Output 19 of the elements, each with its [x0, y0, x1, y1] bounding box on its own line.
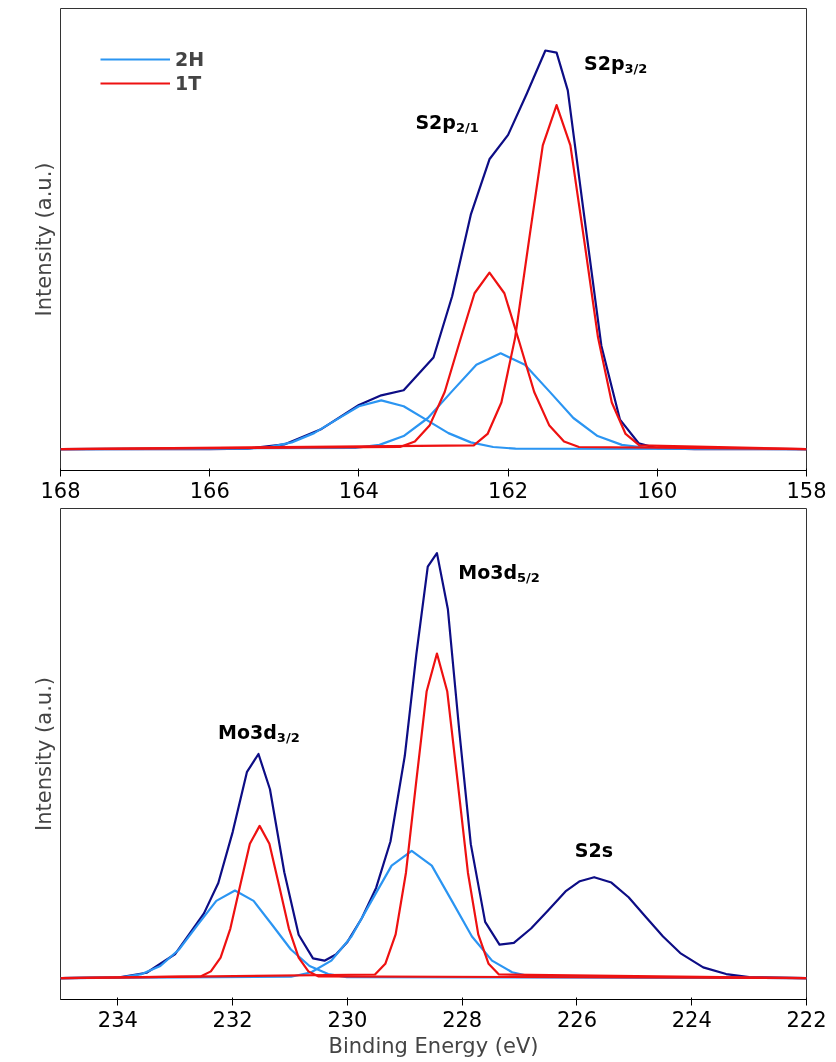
legend-label: 2H	[175, 48, 205, 70]
x-tick-label: 166	[189, 478, 230, 503]
x-tick-label: 230	[327, 1007, 368, 1032]
x-axis-title: Binding Energy (eV)	[328, 1033, 539, 1058]
y-axis-title: Intensity (a.u.)	[31, 162, 56, 317]
x-tick-label: 164	[338, 478, 379, 503]
x-tick-label: 232	[212, 1007, 253, 1032]
x-tick-label: 224	[671, 1007, 712, 1032]
x-tick-label: 158	[786, 478, 827, 503]
x-tick-label: 162	[488, 478, 529, 503]
y-axis-title: Intensity (a.u.)	[31, 677, 56, 831]
x-tick-label: 234	[97, 1007, 138, 1032]
legend-label: 1T	[175, 72, 202, 94]
x-tick-label: 160	[637, 478, 678, 503]
x-tick-label: 168	[40, 478, 81, 503]
annotation: S2s	[574, 838, 613, 861]
x-tick-label: 222	[786, 1007, 827, 1032]
x-tick-label: 226	[556, 1007, 598, 1032]
x-tick-label: 228	[442, 1007, 483, 1032]
